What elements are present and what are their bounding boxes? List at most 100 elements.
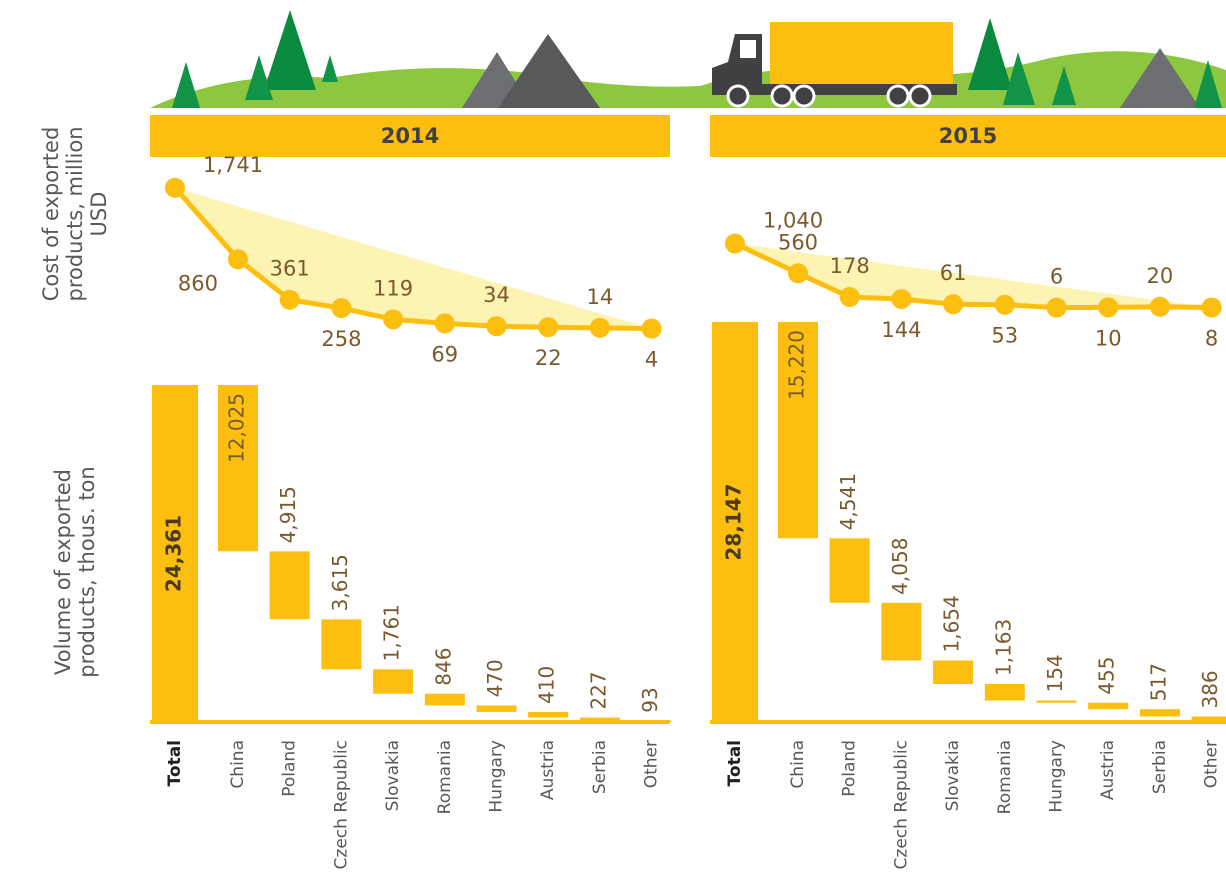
- line: [733, 241, 1212, 311]
- data-label: 361: [270, 257, 310, 281]
- point: [331, 298, 352, 319]
- bar: [778, 322, 818, 539]
- tree: [264, 10, 316, 90]
- data-label: 560: [778, 230, 818, 254]
- bar: [424, 693, 465, 706]
- bar: [321, 619, 362, 670]
- data-label: 3,615: [328, 554, 352, 611]
- data-label: 470: [483, 659, 507, 697]
- line: [173, 186, 652, 332]
- data-label: 860: [178, 271, 218, 295]
- point: [641, 318, 662, 339]
- year-banner: [150, 115, 670, 157]
- point: [1149, 296, 1170, 317]
- y-axis-title: Cost of exported products, million USD: [39, 126, 111, 302]
- x-tick-label: Poland: [280, 740, 300, 797]
- x-tick-label: Other: [1202, 740, 1222, 788]
- tree: [1194, 60, 1222, 108]
- data-label: 1,163: [991, 619, 1015, 676]
- x-tick-label: Romania: [435, 740, 455, 814]
- data-label: 14: [587, 285, 614, 309]
- data-label: 12,025: [225, 393, 249, 463]
- point: [891, 289, 912, 310]
- chart-title: 2015: [939, 124, 997, 148]
- point: [589, 317, 610, 338]
- data-label: 119: [373, 276, 413, 300]
- point: [486, 316, 507, 337]
- point: [383, 309, 404, 330]
- tree: [1003, 52, 1035, 105]
- x-tick-label: Romania: [995, 740, 1015, 814]
- data-label: 93: [638, 687, 662, 712]
- bar: [1088, 702, 1129, 710]
- x-tick-label: Slovakia: [383, 740, 403, 811]
- point: [228, 249, 248, 270]
- x-tick-label: Poland: [840, 740, 860, 797]
- data-label: 6: [1050, 265, 1063, 289]
- bar: [829, 538, 870, 603]
- x-tick-label: Hungary: [487, 740, 507, 813]
- bar: [476, 705, 517, 712]
- data-label: 1,040: [763, 209, 823, 233]
- data-label: 4,058: [888, 538, 912, 595]
- point: [538, 317, 559, 338]
- x-tick-label: Czech Republic: [891, 740, 911, 869]
- bar: [373, 669, 414, 694]
- data-label: 4: [645, 348, 658, 372]
- data-label: 4,541: [836, 473, 860, 530]
- x-tick-label: Austria: [1098, 740, 1118, 800]
- data-label: 4,915: [276, 486, 300, 543]
- chart-title: 2014: [381, 124, 439, 148]
- x-tick-label: Czech Republic: [331, 740, 351, 869]
- point: [279, 289, 300, 310]
- point: [1098, 297, 1119, 318]
- data-label: 517: [1146, 663, 1170, 701]
- point: [839, 286, 860, 307]
- x-tick-label: Hungary: [1047, 740, 1067, 813]
- bar: [269, 551, 310, 620]
- data-label: 15,220: [785, 330, 809, 400]
- bar: [528, 711, 569, 718]
- data-label: 61: [940, 261, 967, 285]
- x-tick-label: China: [228, 740, 248, 789]
- x-tick-label: Serbia: [590, 740, 610, 794]
- tree: [245, 55, 273, 100]
- data-label: 154: [1043, 654, 1067, 692]
- tree: [1052, 66, 1076, 105]
- data-label: 28,147: [722, 483, 746, 560]
- point: [788, 263, 808, 284]
- tree: [968, 18, 1012, 90]
- data-label: 386: [1198, 670, 1222, 708]
- x-tick-label: Other: [642, 740, 662, 788]
- data-label: 258: [321, 327, 361, 351]
- truck-chassis: [712, 84, 957, 95]
- point: [994, 294, 1015, 315]
- data-label: 24,361: [162, 515, 186, 592]
- bar: [933, 660, 974, 684]
- point: [943, 294, 964, 315]
- point: [434, 313, 455, 334]
- data-label: 1,654: [940, 595, 964, 652]
- data-label: 53: [991, 324, 1018, 348]
- x-tick-label: Slovakia: [943, 740, 963, 811]
- point: [1046, 297, 1067, 318]
- truck-wheels: [726, 84, 932, 108]
- x-tick-label: Total: [165, 740, 185, 786]
- year-banner: [710, 115, 1226, 157]
- point: [1201, 297, 1222, 318]
- x-tick-label: Serbia: [1150, 740, 1170, 794]
- data-label: 1,741: [203, 153, 263, 177]
- data-label: 1,761: [380, 604, 404, 661]
- data-label: 846: [431, 648, 455, 686]
- bar: [1139, 709, 1180, 717]
- x-tick-label: Austria: [538, 740, 558, 800]
- data-label: 10: [1095, 326, 1122, 350]
- tree: [172, 62, 200, 108]
- data-label: 178: [830, 254, 870, 278]
- bar: [881, 602, 922, 661]
- x-tick-label: China: [788, 740, 808, 789]
- bar: [1191, 716, 1226, 723]
- truck-window: [740, 40, 756, 58]
